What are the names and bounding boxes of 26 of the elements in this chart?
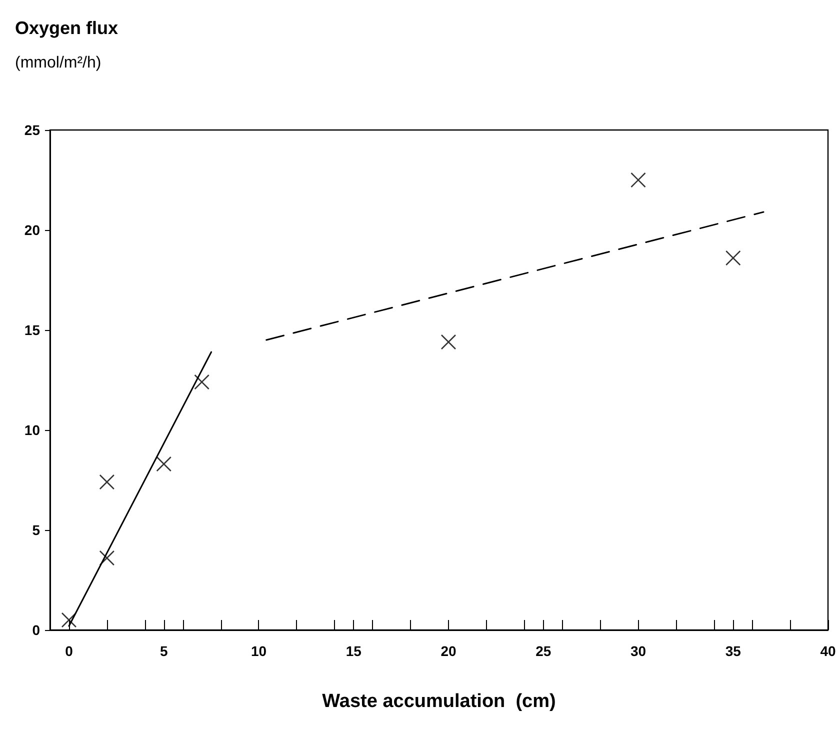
- x-tick-label: 25: [536, 643, 552, 659]
- chart-title: Oxygen flux: [15, 18, 118, 38]
- y-axis-title: (mmol/m²/h): [15, 54, 102, 72]
- x-tick-label: 5: [160, 643, 168, 659]
- point: [630, 172, 646, 188]
- point: [725, 250, 741, 266]
- x-tick-label: 10: [250, 643, 267, 659]
- point: [99, 474, 115, 490]
- x-axis-title: Waste accumulation (cm): [322, 691, 556, 712]
- y-tick-label: 0: [32, 622, 40, 638]
- point: [194, 374, 210, 390]
- x-tick-label: 35: [725, 643, 742, 659]
- y-tick-label: 10: [24, 422, 40, 438]
- x-tick-label: 40: [820, 643, 836, 659]
- y-tick-label: 25: [24, 122, 40, 138]
- point: [61, 612, 77, 628]
- point: [156, 456, 172, 472]
- point: [99, 550, 115, 566]
- y-tick-label: 5: [32, 522, 40, 538]
- x-tick-label: 15: [346, 643, 362, 659]
- x-tick-label: 20: [440, 643, 456, 659]
- x-tick-label: 0: [65, 643, 74, 659]
- x-tick-label: 30: [630, 643, 646, 659]
- point: [440, 334, 456, 350]
- y-tick-label: 20: [24, 222, 40, 238]
- y-tick-label: 15: [24, 322, 40, 338]
